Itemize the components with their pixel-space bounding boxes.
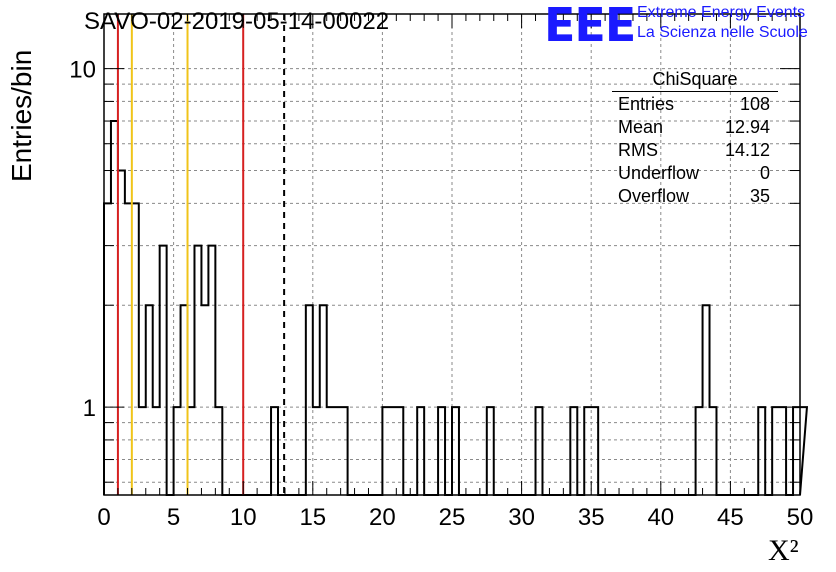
stats-row-mean: Mean 12.94 [612,116,778,139]
stats-label: Underflow [618,163,700,183]
stats-label: Overflow [618,186,690,206]
x-tick-label: 40 [647,504,674,531]
x-axis-label: X² [768,534,799,567]
y-tick-label: 10 [69,57,96,84]
x-tick-label: 25 [439,504,466,531]
x-tick-label: 10 [230,504,257,531]
stats-value: 108 [739,94,770,114]
logo-line-1: Extreme Energy Events [637,4,806,21]
x-tick-label: 5 [167,504,180,531]
y-tick-label: 1 [83,395,96,422]
stats-value: 35 [749,186,770,206]
stats-row-rms: RMS 14.12 [612,139,778,162]
x-tick-label: 45 [717,504,744,531]
stats-value: 14.12 [724,140,770,160]
stats-row-entries: Entries 108 [612,93,778,116]
stats-label: RMS [618,140,658,160]
stats-label: Entries [618,94,675,114]
stats-row-overflow: Overflow 35 [612,185,778,208]
y-axis-label: Entries/bin [6,49,37,182]
stats-value: 12.94 [724,117,770,137]
chart-title: SAVO-02-2019-05-14-00022 [84,8,390,35]
x-tick-label: 20 [369,504,396,531]
stats-box: ChiSquare Entries 108 Mean 12.94 RMS 14.… [612,68,778,208]
stats-title: ChiSquare [652,69,738,89]
stats-value: 0 [759,163,770,183]
stats-divider [612,91,778,92]
x-tick-label: 35 [578,504,605,531]
stats-label: Mean [618,117,664,137]
x-tick-label: 30 [508,504,535,531]
x-tick-label: 50 [787,504,814,531]
logo-line-2: La Scienza nelle Scuole [637,24,808,41]
x-tick-label: 15 [299,504,326,531]
logo-mark: EEE [544,0,636,52]
x-tick-label: 0 [97,504,110,531]
stats-row-underflow: Underflow 0 [612,162,778,185]
